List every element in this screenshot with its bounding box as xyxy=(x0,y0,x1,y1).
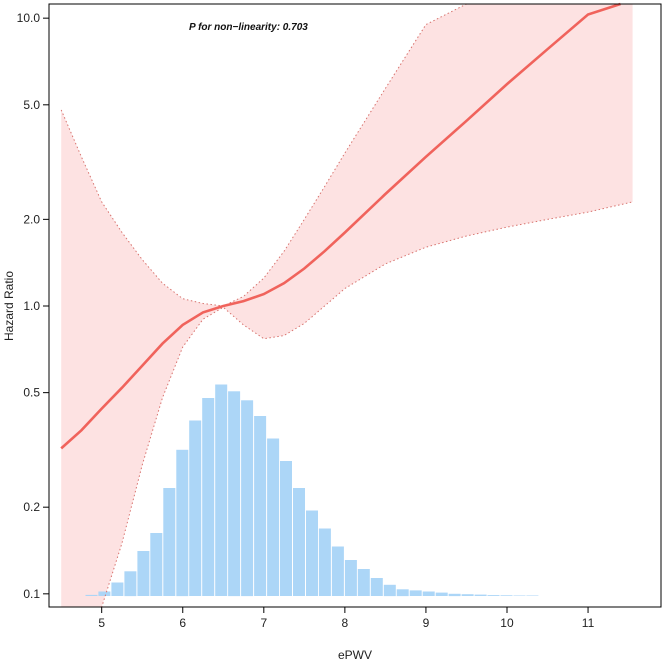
histogram-bar xyxy=(189,420,202,596)
x-tick-label: 8 xyxy=(342,616,349,630)
histogram-bar xyxy=(526,595,539,596)
y-tick-label: 10.0 xyxy=(17,11,41,25)
histogram-bar xyxy=(513,595,526,596)
hazard-ratio-line xyxy=(60,2,621,450)
x-tick-label: 11 xyxy=(582,616,595,630)
histogram-bar xyxy=(241,400,254,597)
histogram-bar xyxy=(306,510,318,596)
histogram-bar xyxy=(318,528,331,596)
y-tick-label: 0.5 xyxy=(23,386,40,400)
histogram-bar xyxy=(500,595,513,596)
histogram-bar xyxy=(150,533,163,596)
histogram-bar xyxy=(293,488,305,596)
histogram-bar xyxy=(267,438,280,596)
x-tick-label: 6 xyxy=(179,616,186,630)
histogram-bar xyxy=(228,391,241,597)
histogram-bar xyxy=(409,590,422,596)
histogram-bar xyxy=(344,560,357,596)
histogram-bar xyxy=(370,578,383,596)
histogram-bar xyxy=(280,461,292,596)
histogram-bar xyxy=(124,571,137,597)
ci-lower-line xyxy=(61,201,633,608)
histogram-bar xyxy=(98,591,111,596)
y-tick-label: 2.0 xyxy=(23,212,40,226)
x-tick-label: 10 xyxy=(500,616,514,630)
histogram-bar xyxy=(202,398,215,596)
histogram-bar xyxy=(357,569,370,596)
x-tick-label: 9 xyxy=(423,616,430,630)
histogram-bar xyxy=(487,595,500,596)
confidence-band xyxy=(61,4,633,607)
histogram-bar xyxy=(137,551,150,596)
histogram-bar xyxy=(396,589,409,597)
y-tick-label: 5.0 xyxy=(23,98,40,112)
histogram xyxy=(85,384,539,597)
histogram-bar xyxy=(448,593,461,597)
y-tick-label: 1.0 xyxy=(23,299,40,313)
y-tick-label: 0.1 xyxy=(23,587,40,601)
histogram-bar xyxy=(474,594,487,596)
plot-area xyxy=(60,2,633,608)
x-axis-title: ePWV xyxy=(338,648,372,662)
x-tick-label: 5 xyxy=(98,616,105,630)
x-tick-label: 7 xyxy=(260,616,267,630)
histogram-bar xyxy=(85,594,98,596)
nonlinearity-annotation: P for non−linearity: 0.703 xyxy=(189,22,308,33)
histogram-bar xyxy=(461,594,474,596)
histogram-bar xyxy=(176,449,189,597)
histogram-bar xyxy=(215,384,228,596)
histogram-bar xyxy=(163,488,176,596)
histogram-bar xyxy=(435,592,448,596)
y-axis-title: Hazard Ratio xyxy=(2,271,16,341)
histogram-bar xyxy=(422,591,435,596)
histogram-bar xyxy=(383,584,396,597)
y-tick-label: 0.2 xyxy=(23,500,40,514)
histogram-bar xyxy=(331,546,344,596)
histogram-bar xyxy=(111,582,124,596)
y-axis: 0.1 0.2 0.5 1.0 2.0 5.0 10.0 xyxy=(17,11,49,601)
x-axis: 5 6 7 8 9 10 11 xyxy=(98,607,595,630)
histogram-bar xyxy=(254,416,267,596)
